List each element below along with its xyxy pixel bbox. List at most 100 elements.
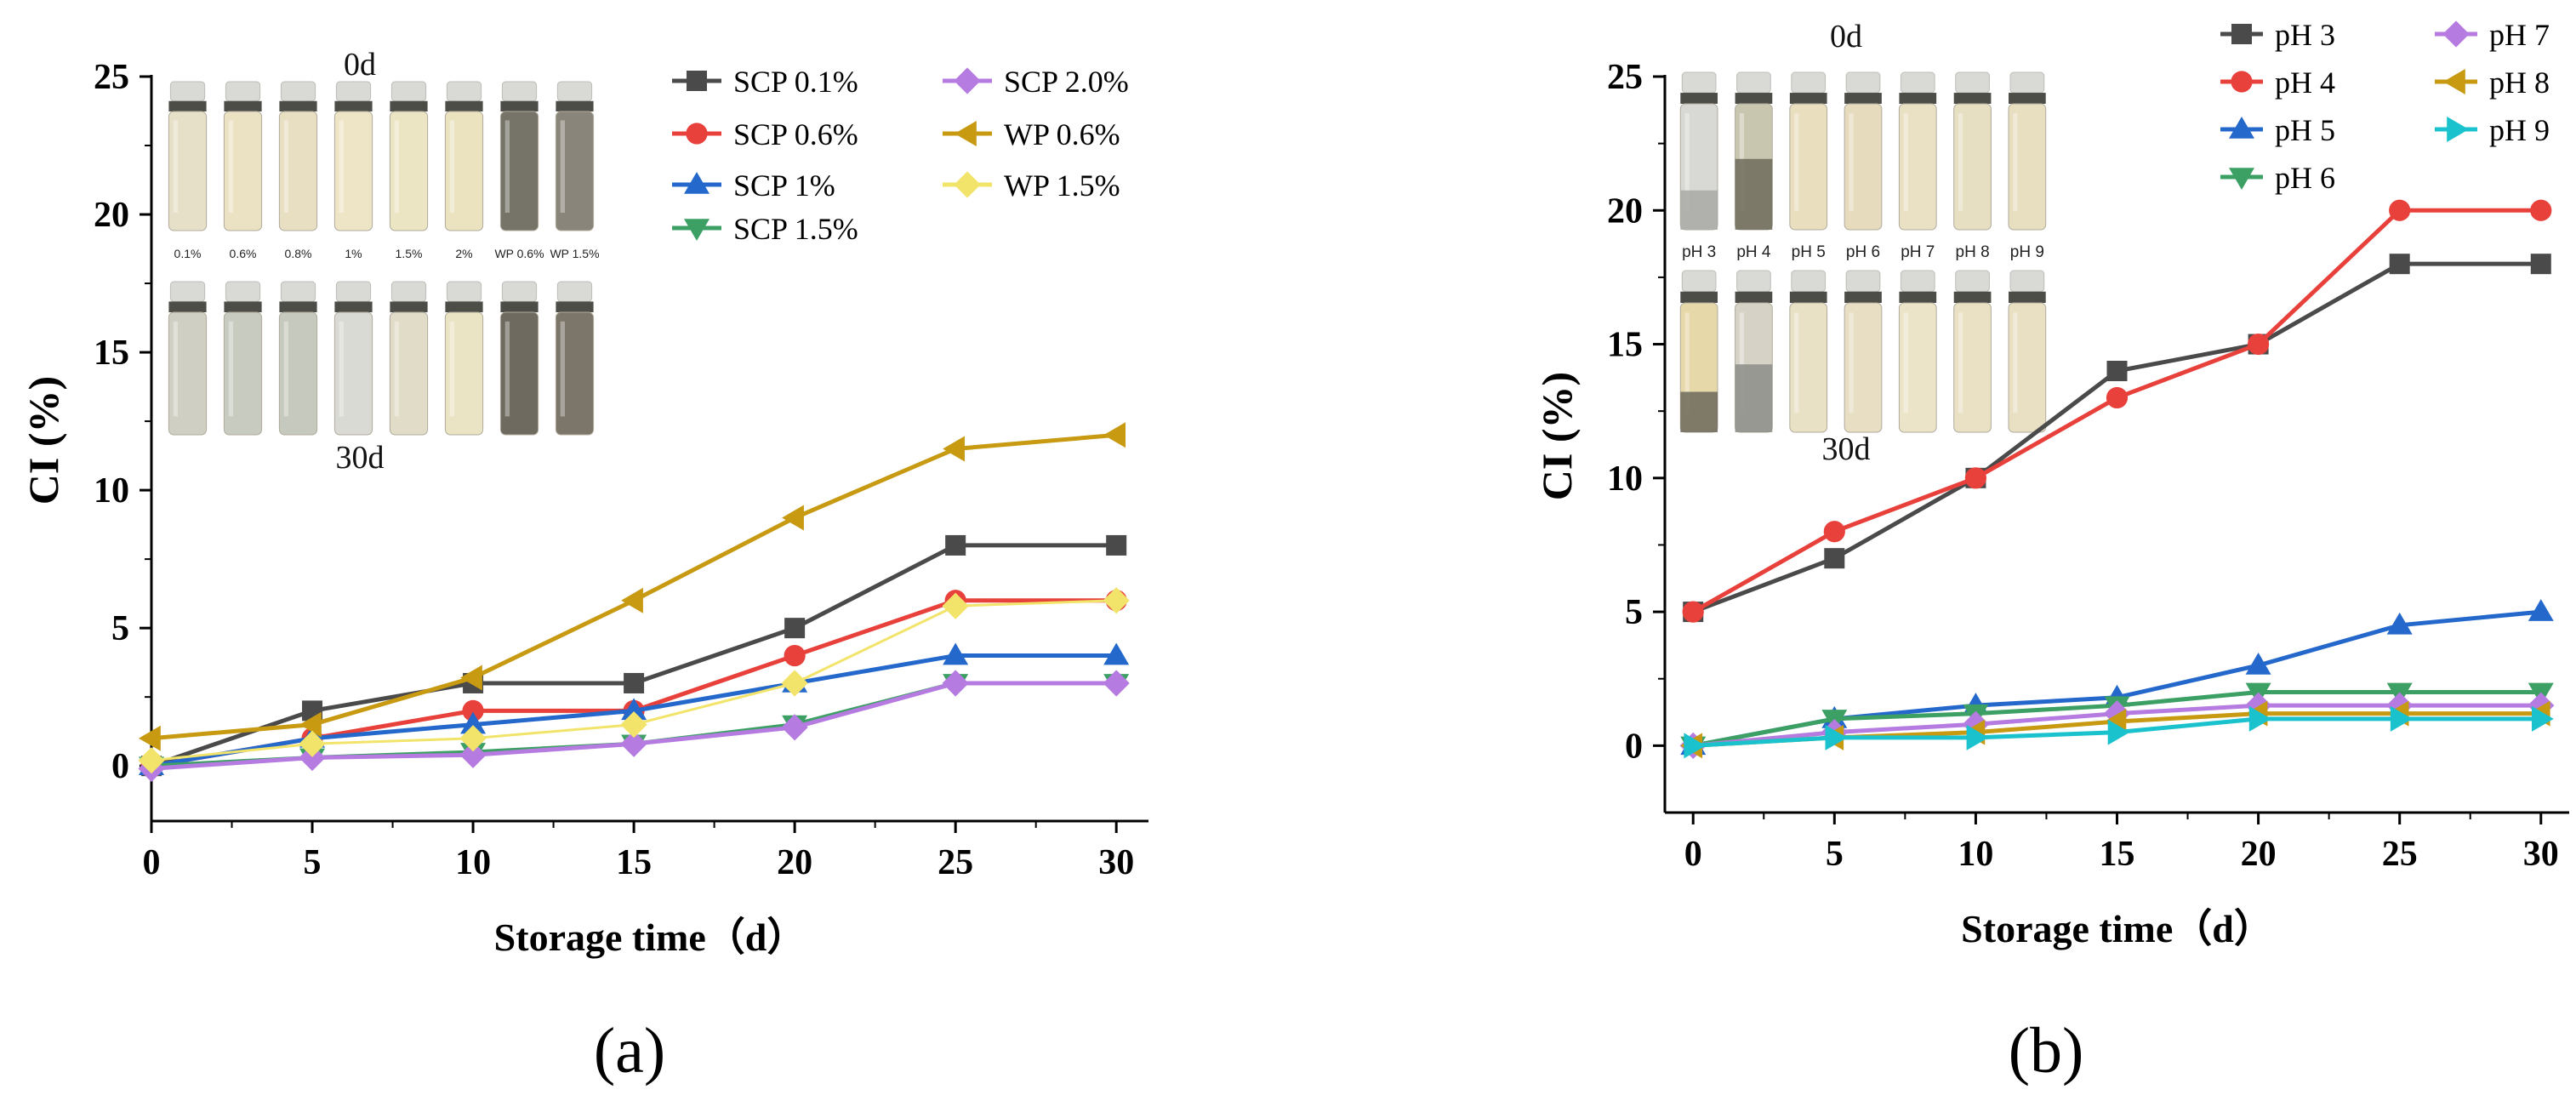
data-point xyxy=(620,730,647,757)
y-tick-label: 0 xyxy=(111,747,129,786)
bottom-row-vial xyxy=(1844,270,1883,433)
legend-item: SCP 1% xyxy=(672,168,835,203)
legend-label: pH 7 xyxy=(2489,18,2550,52)
data-point xyxy=(1964,467,1987,489)
vial-highlight xyxy=(1958,113,1963,211)
data-point xyxy=(459,725,487,752)
data-point xyxy=(2389,254,2410,275)
vial-body xyxy=(168,111,208,231)
vial-body xyxy=(2008,103,2047,231)
y-tick-label: 10 xyxy=(1607,459,1643,499)
top-row-vial xyxy=(333,81,373,231)
vial-neck xyxy=(1844,93,1882,104)
x-tick-label: 20 xyxy=(2241,835,2277,874)
vial-cap xyxy=(280,281,316,302)
phase-layer xyxy=(1680,190,1718,230)
chart-panel-b: pH 3 pH 4 pH 5 pH 6 pH 7 pH 8 pH 9 0d 30d 0 5 10 15 2… xyxy=(1533,18,2569,1087)
vial-highlight xyxy=(504,120,510,213)
legend-marker xyxy=(2443,69,2465,94)
data-point xyxy=(621,698,647,721)
vial-body xyxy=(1844,103,1883,231)
data-point xyxy=(299,730,326,757)
data-point xyxy=(2386,612,2413,635)
vial-cap xyxy=(556,281,593,302)
vial-cap xyxy=(169,81,206,102)
vial-cap xyxy=(1736,270,1771,293)
y-tick-label: 15 xyxy=(94,334,129,373)
top-row-vial xyxy=(1953,71,1992,231)
vial-highlight xyxy=(1684,312,1690,414)
vial-neck xyxy=(1680,291,1718,303)
vial-neck xyxy=(334,301,373,312)
x-tick-label: 0 xyxy=(143,843,161,882)
legend-marker xyxy=(686,123,708,145)
vial-label: WP 0.6% xyxy=(494,247,544,260)
vial-highlight xyxy=(283,321,289,417)
vial-neck xyxy=(2009,93,2046,104)
legend-label: pH 5 xyxy=(2275,113,2335,147)
vial-cap xyxy=(2009,270,2045,293)
data-point xyxy=(781,670,808,697)
legend-label: SCP 0.6% xyxy=(733,117,858,151)
data-point xyxy=(459,741,487,768)
vial-label: 0.1% xyxy=(174,247,202,260)
legend-marker xyxy=(687,71,707,91)
vial-highlight xyxy=(1903,113,1908,211)
y-axis-title: CI (%) xyxy=(1533,372,1581,500)
legend: pH 3 pH 4 pH 5 pH 6 pH 7 pH 8 pH 9 xyxy=(2220,18,2550,195)
series-group xyxy=(1679,199,2555,759)
data-point xyxy=(1682,601,1704,623)
x-tick-label: 5 xyxy=(1826,835,1844,874)
vial-neck xyxy=(168,301,207,312)
x-tick-label: 30 xyxy=(2523,835,2559,874)
vial-label: 1.5% xyxy=(396,247,423,260)
vial-highlight xyxy=(449,120,455,213)
data-point xyxy=(620,710,647,739)
data-point xyxy=(1823,521,1845,543)
vial-neck xyxy=(556,100,594,111)
vial-highlight xyxy=(1684,113,1690,211)
data-point xyxy=(2247,333,2270,356)
vial-cap xyxy=(335,81,372,102)
vial-cap xyxy=(390,281,427,302)
data-point xyxy=(2390,705,2413,732)
vial-neck xyxy=(1680,93,1718,104)
vial-highlight xyxy=(1903,312,1908,414)
inset-photo: pH 3 pH 4 pH 5 pH 6 pH 7 pH 8 pH 9 xyxy=(1679,71,2047,433)
vial-cap xyxy=(556,81,593,102)
vial-body xyxy=(499,311,539,436)
phase-layer xyxy=(1735,364,1773,432)
vial-body xyxy=(1953,103,1992,231)
legend-marker xyxy=(955,121,977,146)
data-point xyxy=(1966,724,1989,750)
legend-label: SCP 1.5% xyxy=(733,212,858,246)
vial-body xyxy=(278,111,318,231)
vial-highlight xyxy=(283,120,289,213)
vial-neck xyxy=(279,301,317,312)
inset-label-30d: 30d xyxy=(1822,431,1871,467)
vial-highlight xyxy=(560,120,566,213)
vial-cap xyxy=(501,281,538,302)
legend-item: pH 3 xyxy=(2220,18,2335,52)
legend-item: pH 8 xyxy=(2435,66,2550,100)
data-point xyxy=(2106,361,2128,381)
vial-label: pH 3 xyxy=(1682,243,1716,261)
legend-label: pH 4 xyxy=(2275,66,2335,100)
vial-label: 2% xyxy=(455,247,472,260)
vial-body xyxy=(278,311,318,436)
vial-body xyxy=(389,111,429,231)
legend-item: WP 1.5% xyxy=(943,168,1120,203)
legend-item: SCP 2.0% xyxy=(943,65,1129,99)
vial-highlight xyxy=(394,120,400,213)
vial-neck xyxy=(1844,291,1882,303)
vial-cap xyxy=(1845,71,1881,94)
axes: 0 5 10 15 20 25 0 5 10 15 20 25 30 Storage time（d） CI … xyxy=(20,58,1148,959)
x-tick-label: 30 xyxy=(1098,843,1134,882)
x-tick-label: 10 xyxy=(455,843,491,882)
vial-highlight xyxy=(1794,312,1799,414)
vial-highlight xyxy=(228,120,234,213)
bottom-row-vial xyxy=(1789,270,1828,433)
bottom-row-vial xyxy=(2008,270,2047,433)
top-row-vial xyxy=(223,81,263,231)
data-point xyxy=(2530,199,2552,221)
